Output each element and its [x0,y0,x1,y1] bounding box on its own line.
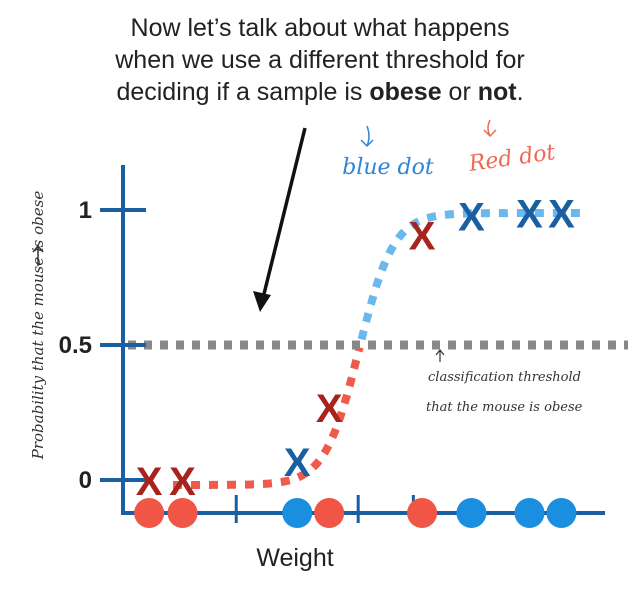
curve-segment-above-threshold [357,209,583,341]
obese-sample-dot [514,498,545,528]
obese-prediction-mark: X [284,441,311,485]
threshold-note-line-1: classification threshold [428,370,581,385]
y-tick-label: 0 [79,467,92,494]
not-obese-sample-dot [167,498,198,528]
not-obese-sample-dot [314,498,345,528]
obese-prediction-mark: X [458,195,485,239]
prediction-marks: X X XXX X X X [136,193,575,504]
not-obese-sample-dot [134,498,165,528]
y-tick-label: 0.5 [59,332,92,359]
title-keyword-obese: obese [369,78,442,106]
y-axis-label: Probability that the mouse is obese [29,191,47,461]
sample-dots [134,498,577,528]
chart-title: Now let’s talk about what happens when w… [20,12,620,108]
not-obese-prediction-mark: X [316,387,343,431]
title-keyword-not: not [477,78,517,106]
y-ticks: 00.51 [59,197,146,494]
obese-prediction-mark: X [516,193,543,237]
not-obese-sample-dot [407,498,438,528]
not-obese-prediction-mark: X [136,460,163,504]
pointer-arrow-shaft [261,127,307,299]
y-label-arrow-icon [32,244,44,266]
title-or: or [441,78,478,106]
threshold-note-arrow-icon [435,349,445,362]
logistic-curve [173,209,583,489]
blue-dot-note: blue dot [342,155,434,180]
title-period: . [516,78,524,106]
title-line-2: when we use a different threshold for [115,46,525,74]
obese-prediction-mark: X [548,193,575,237]
blue-note-arrow-icon [360,125,374,148]
x-axis-label: Weight [256,544,333,572]
title-line-1: Now let’s talk about what happens [130,14,510,42]
title-line-3: deciding if a sample is [116,78,370,106]
not-obese-prediction-mark: X [169,460,196,504]
obese-sample-dot [456,498,487,528]
red-note-arrow-icon [483,119,497,138]
threshold-note-line-2: that the mouse is obese [426,400,583,415]
obese-sample-dot [546,498,577,528]
pointer-arrow-icon [253,291,271,312]
obese-sample-dot [282,498,313,528]
not-obese-prediction-mark: X [409,214,436,258]
y-tick-label: 1 [79,197,92,224]
curve-segment-below-threshold [173,346,364,489]
red-dot-note: Red dot [466,140,557,177]
